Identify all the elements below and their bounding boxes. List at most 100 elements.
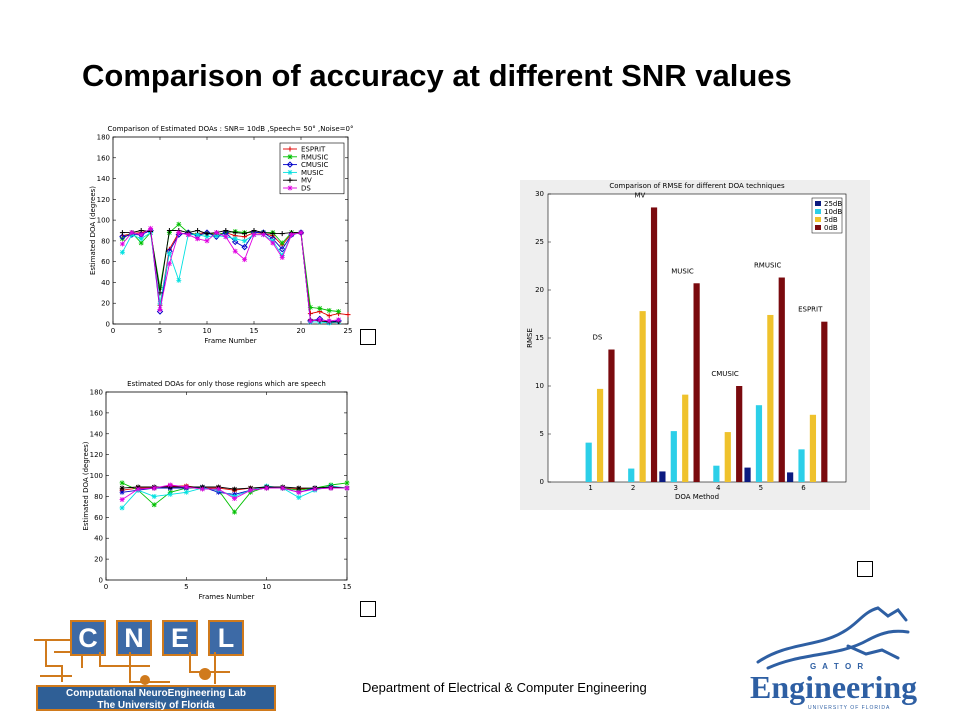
legend-swatch — [815, 201, 821, 206]
x-tick-label: 0 — [104, 583, 108, 591]
bar-5db — [596, 388, 604, 482]
y-tick-label: 15 — [535, 334, 544, 342]
y-tick-label: 160 — [97, 154, 110, 162]
data-point — [148, 225, 154, 231]
data-point — [176, 221, 182, 227]
data-point — [232, 248, 238, 254]
legend-label: 0dB — [824, 224, 838, 232]
data-point — [185, 232, 191, 238]
data-point — [119, 230, 125, 236]
bar-5db — [724, 432, 731, 482]
y-tick-label: 60 — [101, 258, 110, 266]
doa-line-chart-speech-regions: Estimated DOAs for only those regions wh… — [82, 380, 352, 601]
data-point — [129, 230, 135, 236]
bar-0db — [693, 283, 700, 482]
legend-label: DS — [301, 185, 311, 193]
data-point — [119, 233, 126, 240]
data-point — [119, 497, 125, 503]
data-point — [326, 307, 332, 313]
data-point — [232, 236, 238, 242]
data-point — [344, 480, 350, 486]
bar-10db — [798, 449, 805, 482]
x-tick-label: 5 — [759, 484, 763, 492]
bar-25db — [787, 472, 794, 482]
bar-10db — [670, 431, 677, 482]
doa-line-chart-all-frames: Comparison of Estimated DOAs : SNR= 10dB… — [89, 125, 354, 345]
data-point — [317, 305, 323, 311]
y-tick-label: 0 — [99, 577, 103, 585]
data-point — [307, 318, 313, 324]
series-ds — [119, 225, 342, 324]
data-point — [270, 231, 276, 237]
data-point — [176, 277, 182, 283]
data-point — [296, 494, 302, 500]
data-point — [151, 485, 157, 491]
y-tick-label: 100 — [97, 217, 110, 225]
data-point — [232, 486, 238, 492]
data-point — [167, 491, 173, 497]
legend-swatch — [815, 209, 821, 214]
chart-title: Comparison of Estimated DOAs : SNR= 10dB… — [108, 125, 354, 133]
data-point — [166, 250, 172, 256]
data-point — [119, 249, 125, 255]
bar-10db — [755, 405, 763, 482]
data-point — [232, 509, 238, 515]
x-tick-label: 10 — [262, 583, 271, 591]
circuit-icon — [34, 639, 83, 682]
method-label: CMUSIC — [711, 370, 739, 378]
bar-5db — [639, 311, 646, 482]
x-tick-label: 15 — [343, 583, 352, 591]
y-tick-label: 180 — [90, 389, 103, 397]
data-point — [166, 261, 172, 267]
legend-label: 5dB — [824, 216, 838, 224]
data-point — [326, 318, 332, 324]
cnel-letter-l: L — [208, 620, 244, 656]
data-point — [204, 238, 210, 244]
data-point — [241, 243, 248, 251]
y-tick-label: 160 — [90, 409, 103, 417]
data-point — [287, 154, 293, 160]
data-point — [326, 313, 332, 319]
data-point — [279, 231, 285, 237]
y-tick-label: 0 — [540, 478, 544, 486]
data-point — [138, 240, 144, 246]
data-point — [296, 489, 302, 495]
data-point — [287, 146, 293, 152]
x-tick-label: 6 — [801, 484, 806, 492]
data-point — [195, 228, 201, 233]
y-tick-label: 20 — [101, 300, 110, 308]
data-point — [307, 304, 313, 310]
cnel-line1: Computational NeuroEngineering Lab — [65, 688, 246, 699]
data-point — [328, 485, 334, 491]
data-point — [195, 232, 201, 238]
y-tick-label: 40 — [94, 535, 103, 543]
data-point — [289, 232, 295, 238]
method-label: DS — [592, 334, 602, 342]
x-tick-label: 2 — [631, 484, 635, 492]
neuron-icon — [99, 652, 230, 685]
legend-label: RMUSIC — [301, 153, 329, 161]
series-line — [122, 227, 339, 322]
y-tick-label: 25 — [535, 238, 544, 246]
chart-title: Estimated DOAs for only those regions wh… — [127, 380, 326, 388]
bar-0db — [778, 277, 785, 482]
bar-10db — [628, 468, 635, 482]
bar-0db — [736, 386, 743, 482]
data-point — [280, 485, 286, 491]
data-point — [287, 185, 293, 191]
gator-icon — [756, 606, 910, 670]
y-tick-label: 140 — [97, 175, 110, 183]
data-point — [223, 228, 229, 233]
data-point — [166, 228, 172, 233]
y-tick-label: 40 — [101, 279, 110, 287]
x-tick-label: 5 — [184, 583, 188, 591]
data-point — [151, 493, 157, 499]
legend-label: 25dB — [824, 200, 842, 208]
data-point — [312, 486, 318, 492]
data-point — [288, 231, 295, 238]
data-point — [232, 496, 238, 502]
data-point — [231, 238, 239, 246]
data-point — [119, 489, 125, 495]
method-label: ESPRIT — [798, 306, 823, 314]
